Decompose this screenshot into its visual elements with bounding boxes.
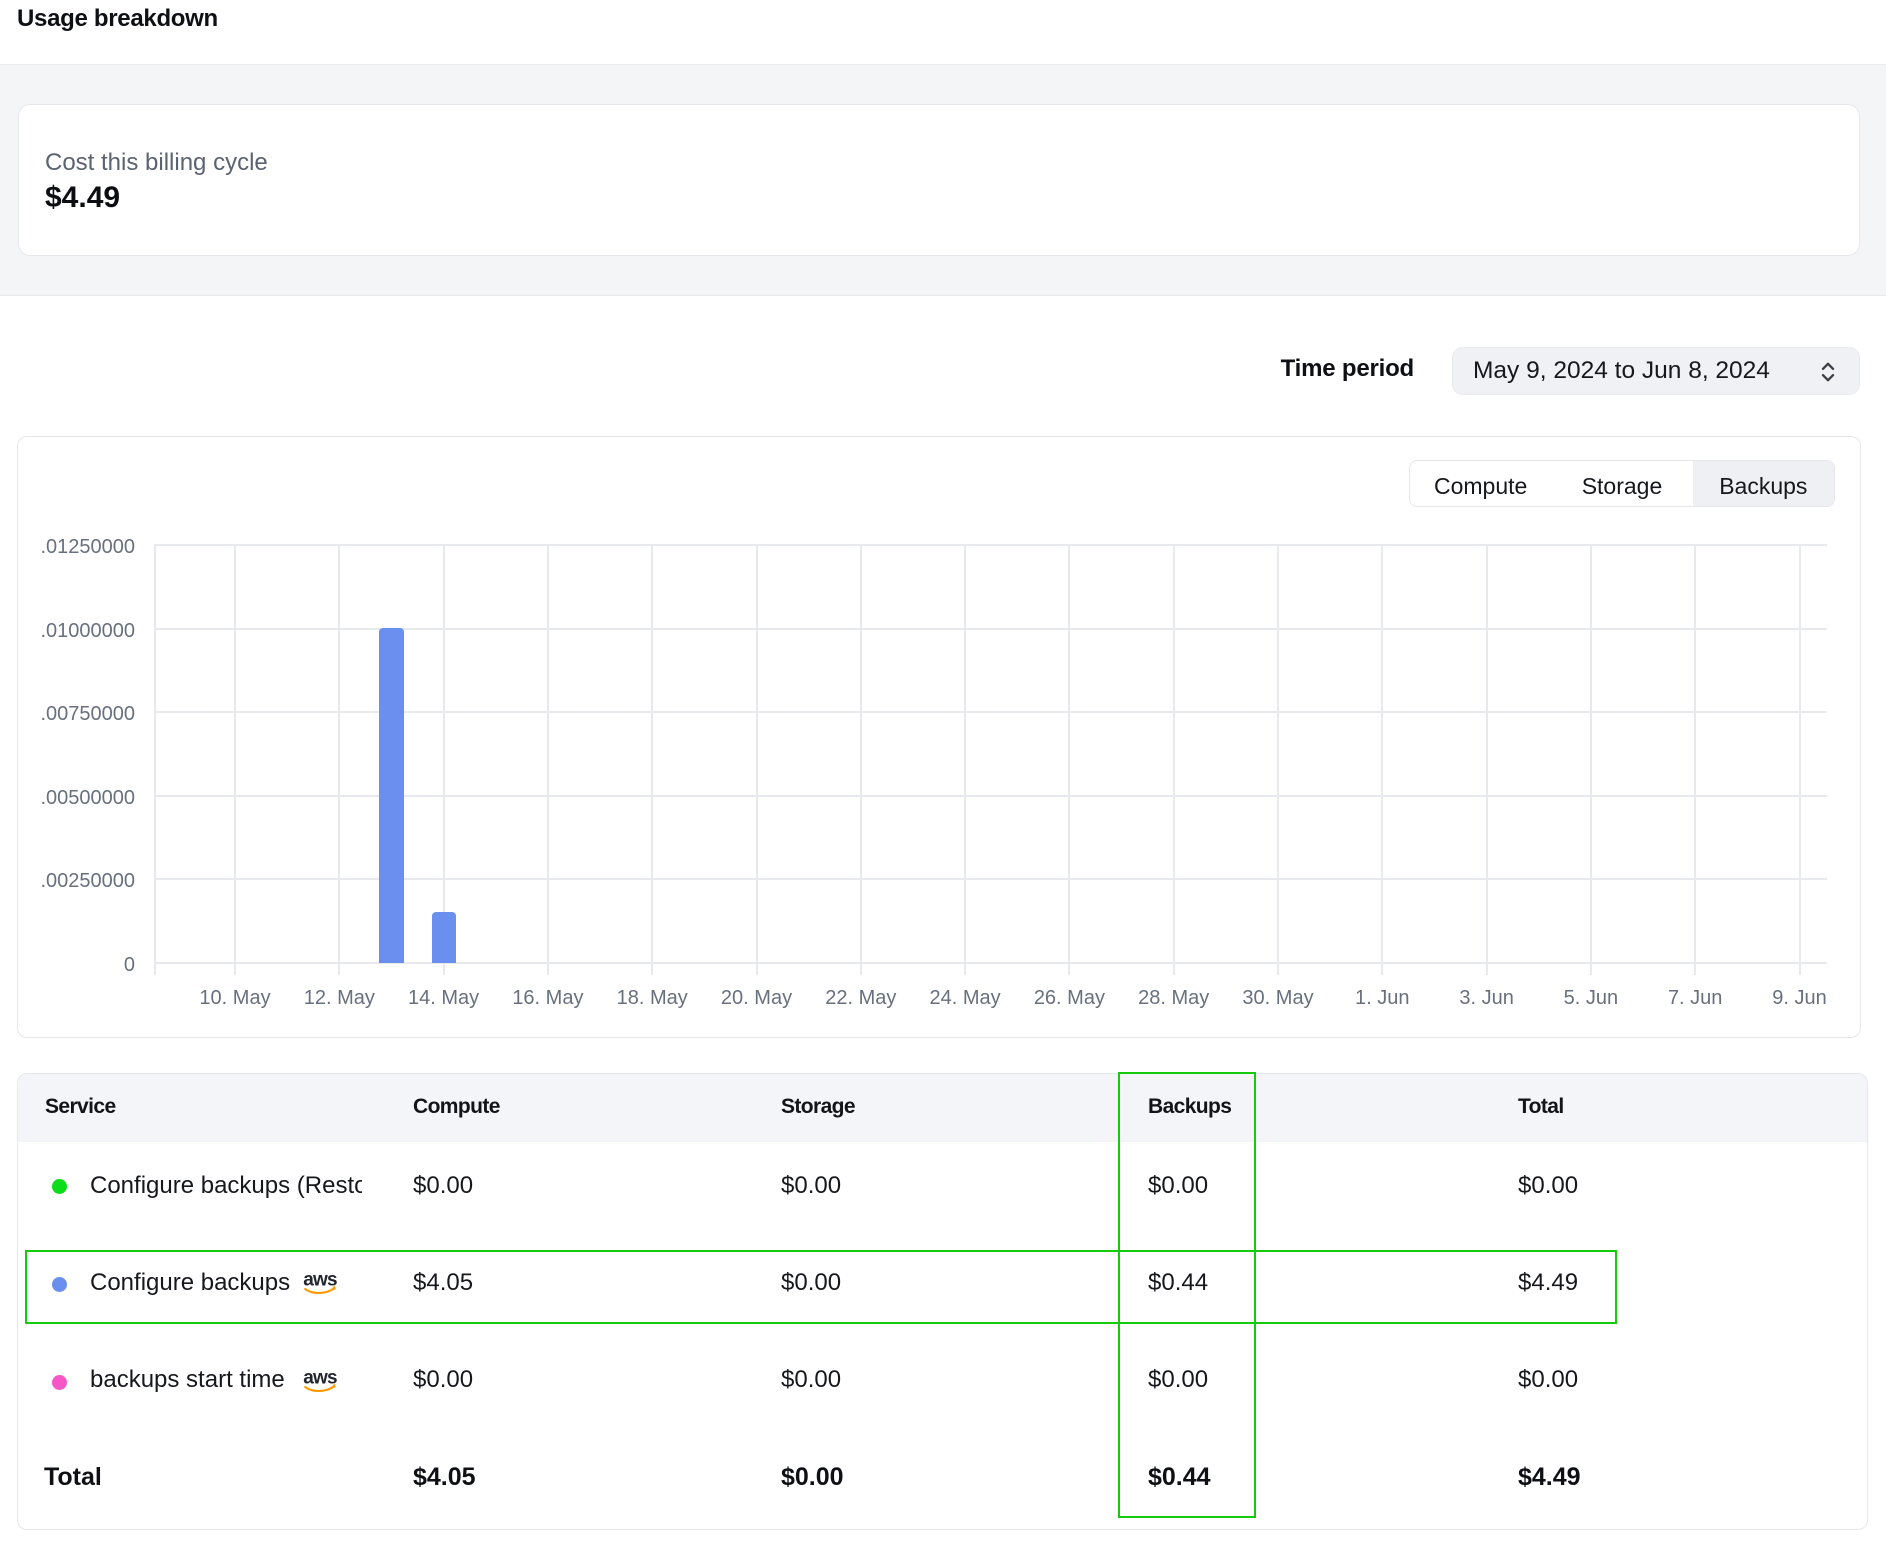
svg-text:aws: aws (303, 1368, 337, 1388)
svg-text:aws: aws (303, 1270, 337, 1290)
